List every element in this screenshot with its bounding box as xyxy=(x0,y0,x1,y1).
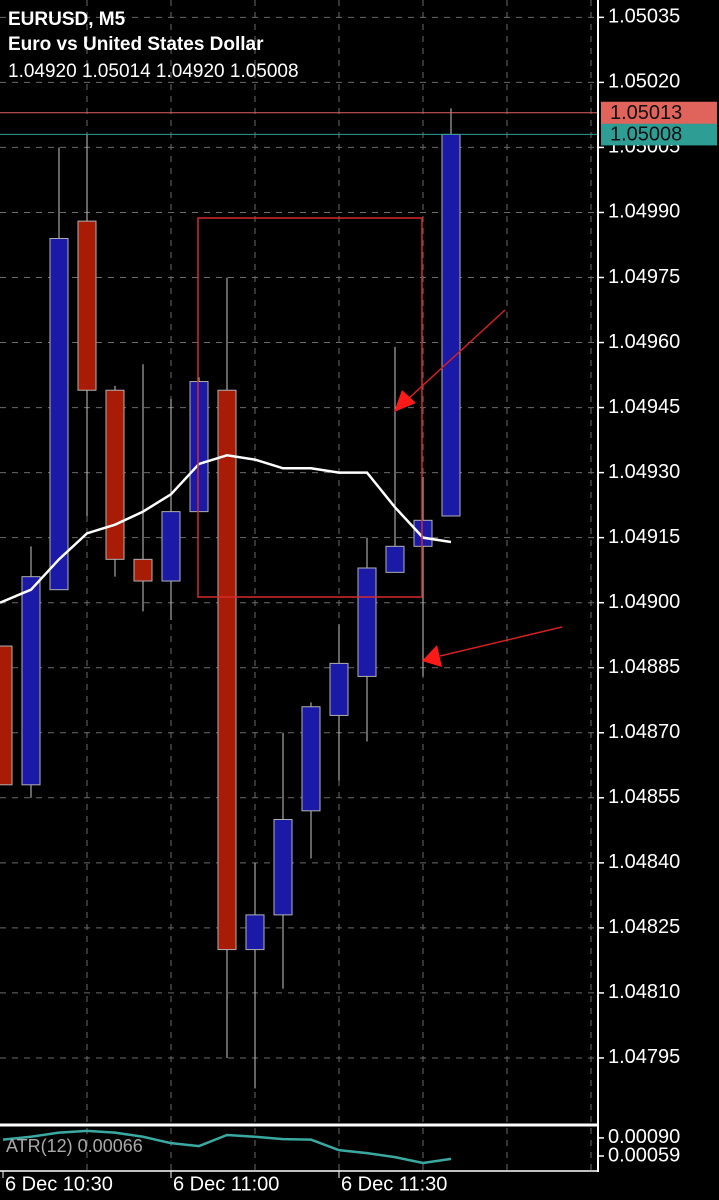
candle-body xyxy=(329,662,349,716)
y-tick-label: 1.04810 xyxy=(608,981,680,1003)
candle-body xyxy=(273,818,293,916)
y-tick-label: 0.00059 xyxy=(608,1144,680,1166)
y-tick-label: 1.04975 xyxy=(608,266,680,288)
candle-body xyxy=(133,558,153,582)
candle-body xyxy=(413,519,433,547)
y-tick-label: 1.04870 xyxy=(608,721,680,743)
y-tick-label: 1.04855 xyxy=(608,786,680,808)
y-tick-label: 1.04840 xyxy=(608,851,680,873)
candle-body xyxy=(77,220,97,391)
ohlc-info: 1.04920 1.05014 1.04920 1.05008 xyxy=(8,61,299,82)
candle-body xyxy=(105,389,125,560)
x-tick-label: 6 Dec 10:30 xyxy=(5,1173,113,1195)
y-tick-label: 1.04915 xyxy=(608,526,680,548)
candle-body xyxy=(441,133,461,517)
y-tick-label: 1.05035 xyxy=(608,6,680,28)
price-tag-label: 1.05013 xyxy=(610,102,682,124)
candle-body xyxy=(357,567,377,677)
candle-body xyxy=(385,545,405,573)
y-tick-label: 1.04960 xyxy=(608,331,680,353)
chart-title: EURUSD, M5 xyxy=(8,9,126,30)
frame xyxy=(0,0,599,1172)
grid xyxy=(0,0,598,1170)
candle-body xyxy=(301,706,321,812)
candle-body xyxy=(217,389,237,951)
candle-body xyxy=(189,381,209,513)
y-tick-label: 1.05020 xyxy=(608,71,680,93)
candle-body xyxy=(245,914,265,951)
candle-body xyxy=(49,237,69,591)
candle-body xyxy=(161,511,181,582)
indicator-line xyxy=(2,1129,452,1165)
y-tick-label: 1.04930 xyxy=(608,461,680,483)
y-tick-label: 1.04900 xyxy=(608,591,680,613)
annotation-rectangle xyxy=(197,217,423,598)
y-tick-label: 1.04945 xyxy=(608,396,680,418)
y-tick-label: 1.04885 xyxy=(608,656,680,678)
price-tag xyxy=(601,123,717,146)
price-tag-label: 1.05008 xyxy=(610,124,682,146)
y-tick-label: 1.04990 xyxy=(608,201,680,223)
y-tick-label: 0.00090 xyxy=(608,1126,680,1148)
y-tick-label: 1.04825 xyxy=(608,916,680,938)
moving-average xyxy=(0,453,452,604)
chart-subtitle: Euro vs United States Dollar xyxy=(8,34,264,55)
arrow xyxy=(394,309,506,412)
x-tick-label: 6 Dec 11:30 xyxy=(341,1173,447,1195)
x-tick-label: 6 Dec 11:00 xyxy=(173,1173,279,1195)
y-tick-label: 1.04795 xyxy=(608,1046,680,1068)
marks xyxy=(0,108,598,1165)
arrow xyxy=(422,626,563,667)
candle-body xyxy=(0,645,13,786)
indicator-title: ATR(12) 0.00066 xyxy=(6,1136,143,1156)
price-tag xyxy=(601,101,717,124)
candle-body xyxy=(21,576,41,786)
